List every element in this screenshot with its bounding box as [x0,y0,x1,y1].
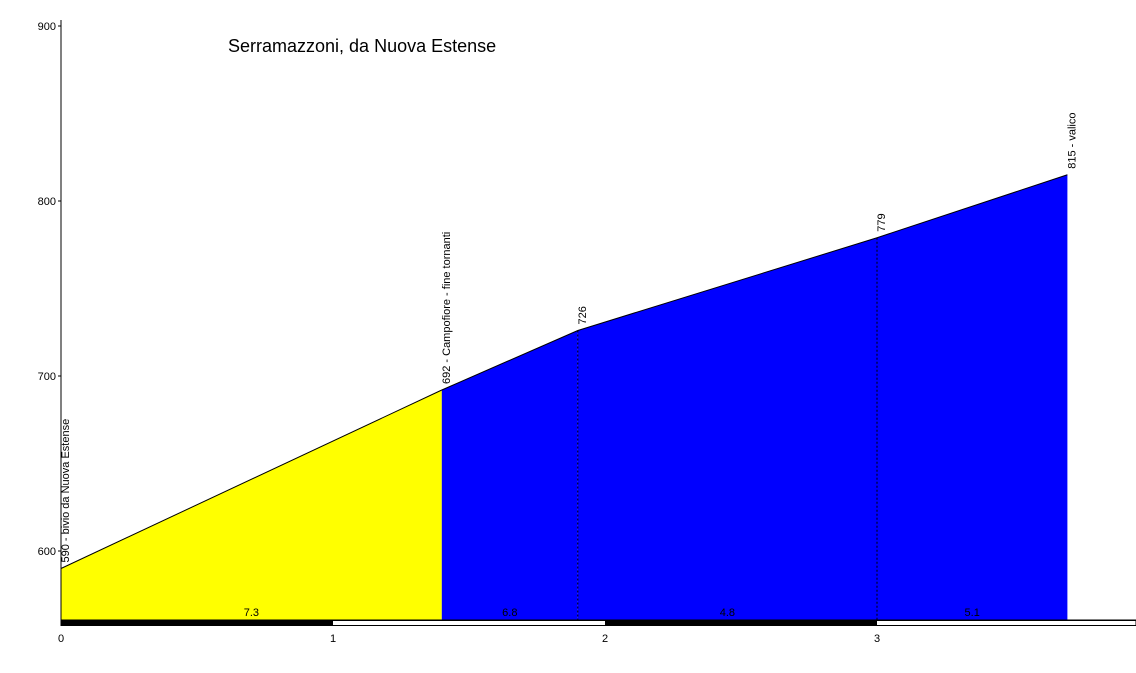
x-tick-label-3: 3 [874,633,880,645]
km-bar-block-2 [605,620,877,625]
point-annotation-3: 779 [876,213,888,231]
x-tick-label-0: 0 [58,633,64,645]
x-tick-label-1: 1 [330,633,336,645]
profile-segment-1 [441,330,578,620]
profile-segment-0 [61,390,442,620]
point-annotation-0: 590 - bivio da Nuova Estense [60,419,72,563]
profile-areas [60,174,1068,620]
chart-title: Serramazzoni, da Nuova Estense [228,36,496,56]
profile-segment-3 [877,174,1068,620]
segment-gradient-label-0: 7.3 [244,607,259,619]
point-annotation-4: 815 - valico [1066,112,1078,168]
y-tick-label-0: 600 [38,546,56,558]
y-tick-label-3: 900 [38,21,56,33]
segment-dividers [577,237,878,620]
point-annotation-2: 726 [577,306,589,324]
segment-gradient-label-2: 4.8 [720,607,735,619]
km-scale-bar [60,620,1136,626]
point-annotation-1: 692 - Campofiore - fine tornanti [441,232,453,384]
profile-segment-2 [577,237,877,620]
segment-gradient-label-1: 6.8 [502,607,517,619]
km-bar-block-0 [61,620,333,625]
chart-labels: 7.3 6.8 4.8 5.1 590 - bivio da Nuova Estense… [60,112,1078,619]
x-tick-label-2: 2 [602,633,608,645]
y-tick-label-2: 800 [38,196,56,208]
segment-gradient-label-3: 5.1 [965,607,980,619]
y-tick-label-1: 700 [38,371,56,383]
